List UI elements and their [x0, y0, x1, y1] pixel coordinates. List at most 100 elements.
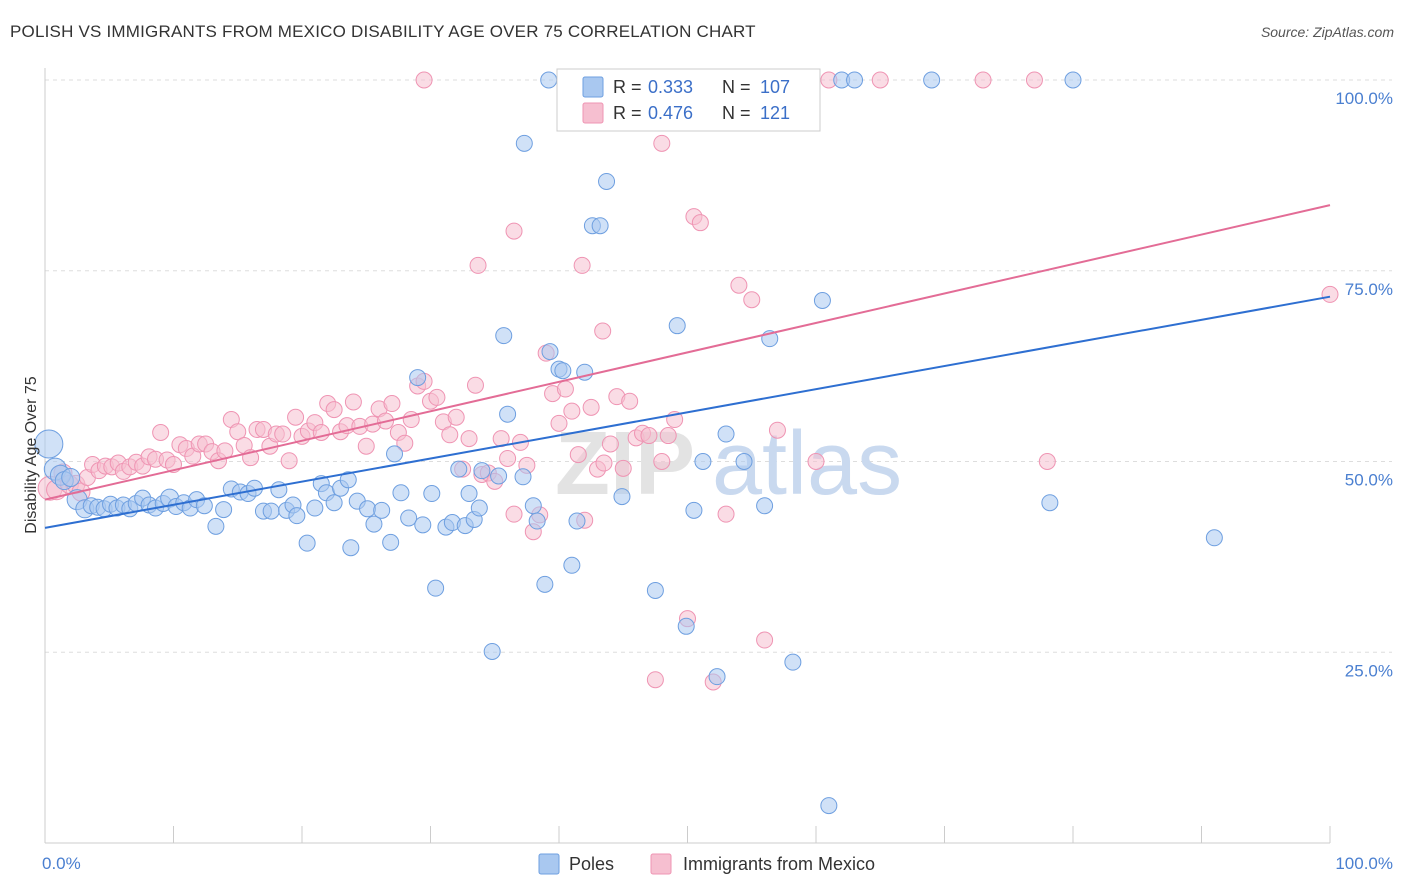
y-axis-title: Disability Age Over 75	[23, 376, 40, 534]
mexico-point-114	[1321, 285, 1339, 303]
mexico-point-107	[768, 421, 786, 439]
poles-point-86	[694, 453, 712, 470]
bottom-legend-swatch-mexico	[650, 853, 672, 875]
mexico-point-48	[344, 393, 362, 411]
poles-point-88	[717, 425, 735, 443]
poles-point-48	[373, 501, 391, 519]
bottom-legend-label-mexico: Immigrants from Mexico	[683, 854, 875, 874]
mexico-point-88	[601, 435, 619, 453]
poles-point-25	[207, 517, 225, 535]
mexico-point-56	[396, 434, 414, 452]
mexico-point-116	[573, 256, 591, 274]
poles-point-63	[470, 499, 488, 517]
mexico-point-64	[447, 408, 465, 426]
y-tick-label-100: 100.0%	[1335, 89, 1393, 108]
y-tick-label-50: 50.0%	[1345, 471, 1393, 490]
legend-r-value-mexico: 0.476	[648, 103, 693, 123]
poles-point-87	[708, 668, 726, 686]
series-poles-points	[34, 71, 1223, 815]
mexico-point-80	[550, 414, 568, 432]
poles-point-65	[483, 642, 501, 660]
poles-point-56	[427, 579, 445, 597]
legend-n-value-mexico: 121	[760, 103, 790, 123]
mexico-point-95	[646, 671, 664, 689]
y-tick-label-25: 25.0%	[1345, 661, 1393, 680]
series-mexico-points	[37, 71, 1339, 691]
mexico-point-115	[505, 222, 523, 240]
poles-point-85	[685, 501, 703, 519]
poles-point-47	[365, 515, 383, 533]
mexico-point-94	[640, 427, 658, 445]
mexico-point-82	[563, 402, 581, 420]
mexico-point-118	[653, 134, 671, 152]
poles-point-36	[288, 507, 306, 525]
mexico-point-50	[357, 437, 375, 455]
poles-point-32	[262, 502, 280, 520]
poles-point-92	[784, 653, 802, 671]
poles-point-80	[598, 172, 616, 190]
source-label: Source: ZipAtlas.com	[1260, 24, 1394, 40]
poles-point-100	[1205, 529, 1223, 547]
mexico-point-110	[871, 71, 889, 89]
poles-point-26	[215, 501, 233, 519]
poles-point-83	[668, 317, 686, 335]
mexico-point-91	[621, 392, 639, 410]
poles-point-52	[400, 509, 418, 527]
gridlines: 25.0% 50.0% 75.0% 100.0%	[45, 79, 1393, 680]
mexico-point-108	[807, 453, 825, 470]
mexico-point-18	[152, 424, 170, 442]
poles-point-73	[541, 343, 559, 361]
mexico-point-39	[287, 408, 305, 426]
poles-point-68	[499, 405, 517, 423]
poles-point-50	[386, 445, 404, 463]
poles-point-71	[528, 512, 546, 530]
trend-line-mexico	[44, 204, 1331, 501]
poles-point-46	[359, 500, 377, 518]
poles-point-70	[524, 497, 542, 515]
mexico-point-112	[1025, 71, 1043, 89]
poles-point-93	[813, 292, 831, 310]
poles-point-54	[414, 516, 432, 534]
poles-point-44	[342, 539, 360, 557]
poles-point-53	[409, 369, 427, 387]
x-tick-label-0: 0.0%	[42, 854, 81, 873]
mexico-point-105	[743, 291, 761, 309]
chart-title: POLISH VS IMMIGRANTS FROM MEXICO DISABIL…	[10, 22, 756, 41]
poles-point-110	[515, 134, 533, 152]
mexico-point-61	[428, 388, 446, 406]
poles-point-99	[1041, 494, 1059, 512]
poles-point-98	[1064, 71, 1082, 89]
mexico-point-67	[466, 376, 484, 394]
mexico-point-96	[653, 453, 671, 470]
poles-point-111	[591, 217, 609, 235]
mexico-point-85	[582, 398, 600, 416]
mexico-point-66	[460, 430, 478, 448]
trend-line-poles	[44, 295, 1331, 529]
mexico-point-97	[659, 427, 677, 445]
mexico-point-81	[556, 380, 574, 398]
poles-point-0	[34, 429, 64, 459]
legend: R = 0.333 N = 107 R = 0.476 N = 121	[556, 68, 821, 132]
poles-point-61	[460, 485, 478, 503]
mexico-point-38	[280, 452, 298, 470]
poles-point-49	[382, 533, 400, 551]
mexico-point-103	[717, 505, 735, 523]
mexico-point-73	[505, 505, 523, 523]
bottom-legend-label-poles: Poles	[569, 854, 614, 874]
bottom-legend-swatch-poles	[538, 853, 560, 875]
poles-point-43	[339, 471, 357, 489]
bottom-legend: Poles Immigrants from Mexico	[538, 853, 875, 875]
legend-swatch-mexico	[582, 102, 604, 124]
mexico-point-87	[595, 454, 613, 472]
poles-point-64	[473, 462, 491, 480]
mexico-point-119	[469, 256, 487, 274]
legend-r-label-mexico: R =	[613, 103, 642, 123]
poles-point-90	[756, 497, 774, 515]
legend-n-label-poles: N =	[722, 77, 751, 97]
poles-point-76	[563, 556, 581, 574]
legend-n-value-poles: 107	[760, 77, 790, 97]
poles-point-38	[306, 499, 324, 517]
x-tick-label-100: 100.0%	[1335, 854, 1393, 873]
mexico-point-45	[325, 401, 343, 419]
poles-point-55	[423, 485, 441, 503]
